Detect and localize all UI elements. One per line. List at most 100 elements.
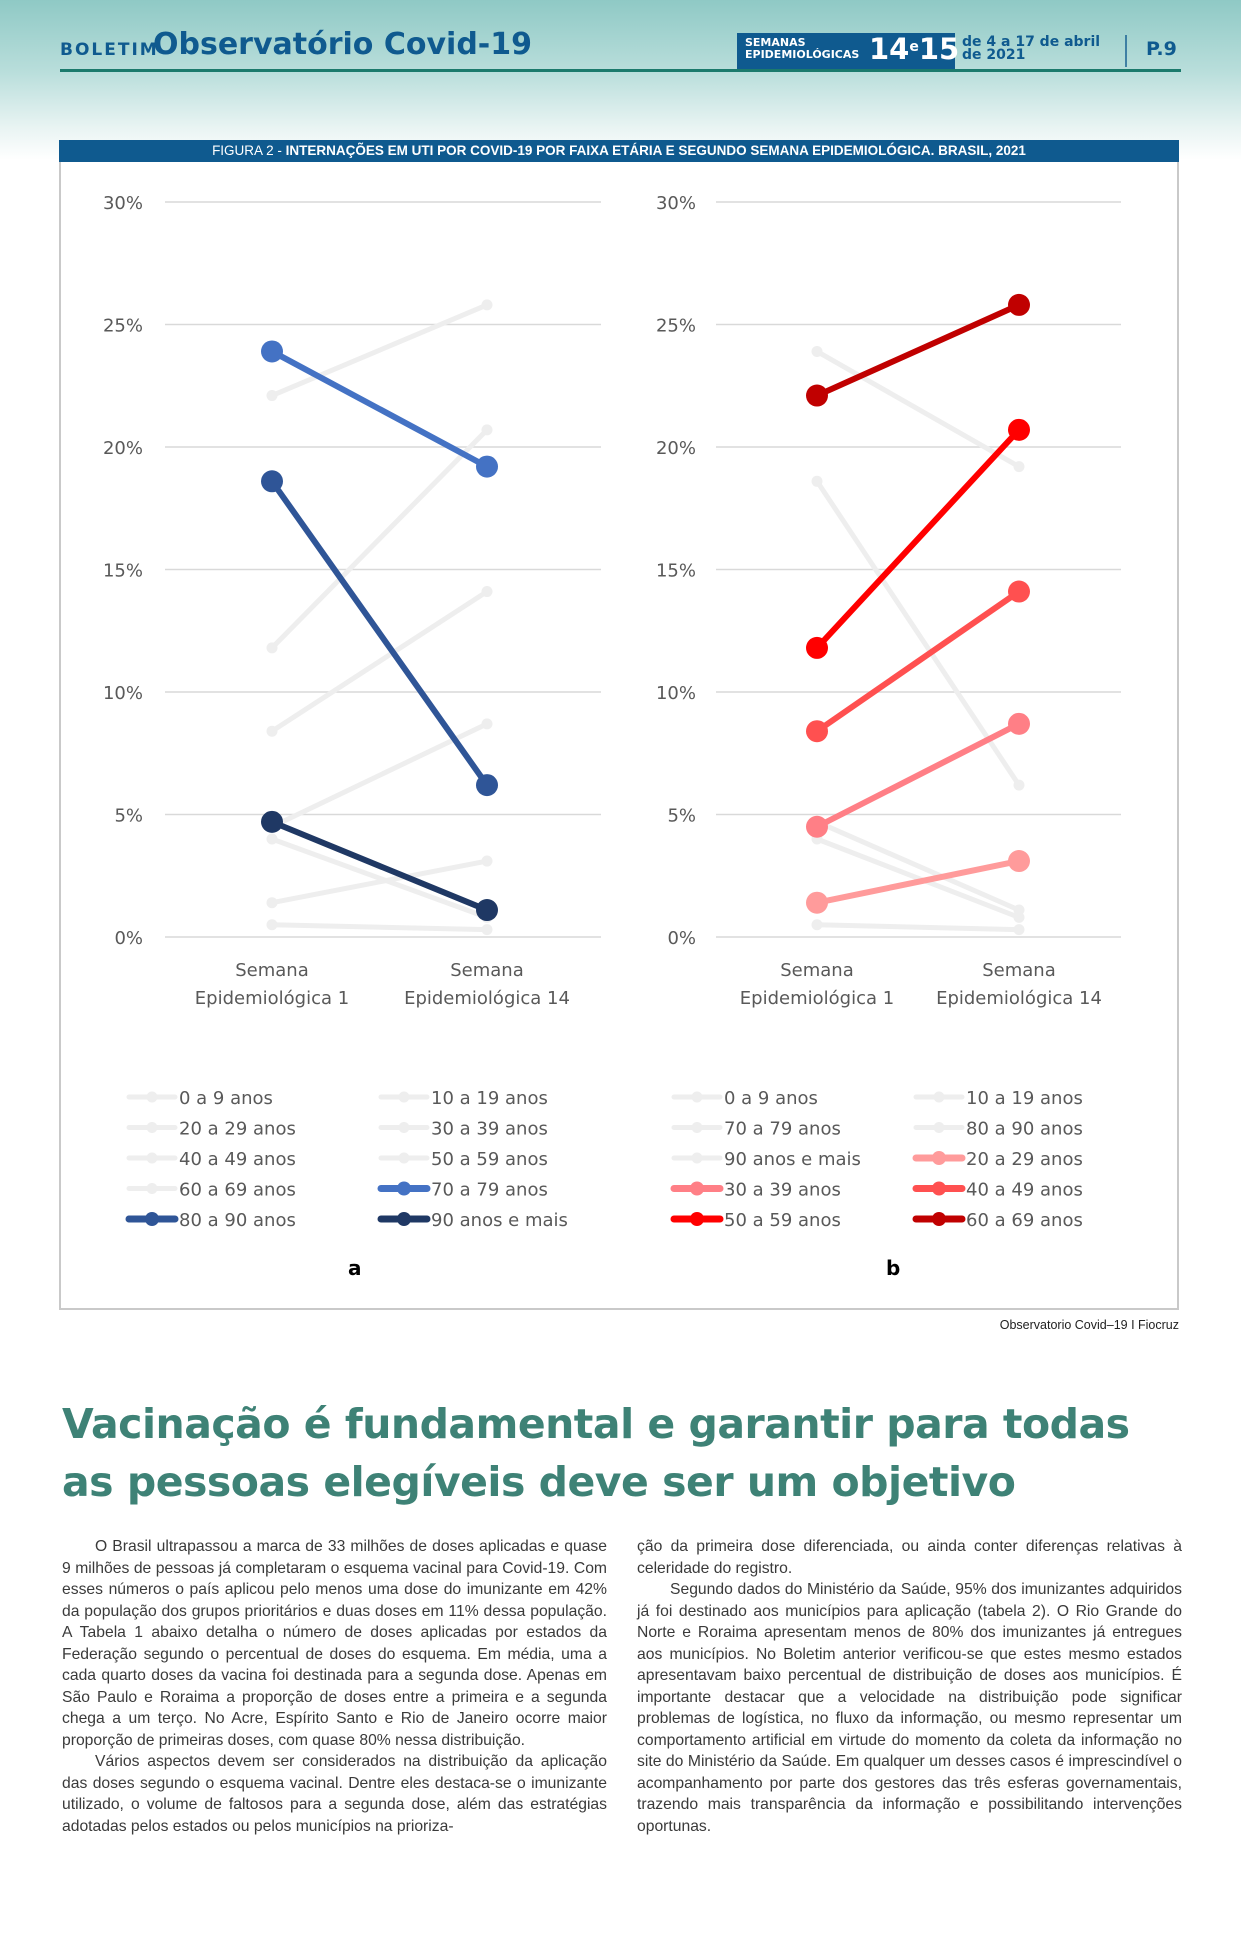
legend-swatch-marker: [933, 1122, 945, 1133]
y-tick-label: 25%: [103, 316, 143, 337]
data-point: [481, 924, 493, 936]
legend-swatch-marker: [691, 1152, 703, 1164]
series-line: [814, 478, 1022, 788]
figure-credit: Observatorio Covid–19 I Fiocruz: [999, 1318, 1179, 1332]
y-tick-label: 0%: [667, 928, 696, 949]
series-line: [269, 922, 490, 933]
legend-label: 40 a 49 anos: [966, 1180, 1083, 1201]
data-point: [476, 774, 498, 797]
legend-label: 30 a 39 anos: [724, 1180, 841, 1201]
legend-swatch-marker: [690, 1212, 704, 1226]
legend-swatch-marker: [146, 1183, 158, 1194]
series-line: [814, 922, 1022, 933]
header-rule: [60, 69, 1181, 72]
data-point: [481, 855, 493, 867]
legend-swatch-marker: [398, 1091, 410, 1103]
legend-label: 50 a 59 anos: [431, 1149, 548, 1170]
weeks-badge: SEMANAS EPIDEMIOLÓGICAS 14e15: [737, 32, 959, 69]
data-point: [481, 718, 493, 730]
legend-label: 30 a 39 anos: [431, 1119, 548, 1140]
y-tick-label: 20%: [103, 438, 143, 459]
weeks-numbers: 14e15: [869, 32, 959, 66]
legend-swatch-marker: [933, 1091, 945, 1103]
data-point: [1008, 293, 1030, 316]
data-point: [1013, 904, 1025, 916]
legend-swatch-marker: [691, 1122, 703, 1133]
legend-label: 80 a 90 anos: [179, 1210, 296, 1231]
legend-label: 90 anos e mais: [724, 1149, 861, 1170]
legend-label: 0 a 9 anos: [179, 1088, 273, 1109]
series-line: [814, 426, 1022, 651]
series-line: [814, 720, 1022, 830]
data-point: [266, 642, 278, 654]
series-line: [814, 819, 1022, 913]
data-point: [1008, 712, 1030, 735]
series-line: [269, 427, 490, 651]
legend-label: 70 a 79 anos: [724, 1119, 841, 1140]
data-point: [1008, 418, 1030, 441]
boletim-label: BOLETIM: [60, 40, 159, 60]
series-line: [269, 478, 490, 789]
data-point: [266, 919, 278, 931]
data-point: [806, 720, 828, 743]
legend-label: 80 a 90 anos: [966, 1119, 1083, 1140]
y-tick-label: 10%: [656, 683, 696, 704]
page-number: P.9: [1146, 38, 1177, 60]
series-line: [269, 589, 490, 734]
data-point: [266, 897, 278, 909]
article-column-1: O Brasil ultrapassou a marca de 33 milhõ…: [62, 1536, 607, 1837]
brand-title: Observatório Covid-19: [153, 27, 532, 62]
data-point: [811, 919, 823, 931]
legend-label: 40 a 49 anos: [179, 1149, 296, 1170]
data-point: [476, 899, 498, 922]
data-point: [261, 340, 283, 363]
figure-prefix: FIGURA 2 -: [212, 143, 286, 158]
data-point: [266, 725, 278, 737]
legend-swatch-marker: [932, 1212, 946, 1226]
legend-swatch-marker: [397, 1212, 411, 1226]
x-tick-label: Semana: [450, 960, 524, 981]
series-line: [269, 348, 490, 470]
x-tick-label: Semana: [235, 960, 309, 981]
data-point: [1008, 850, 1030, 873]
figure-title: FIGURA 2 - INTERNAÇÕES EM UTI POR COVID-…: [59, 140, 1179, 162]
legend-label: 20 a 29 anos: [966, 1149, 1083, 1170]
series-line: [269, 302, 490, 399]
legend-swatch-marker: [146, 1152, 158, 1164]
series-line: [814, 301, 1022, 399]
legend-label: 60 a 69 anos: [966, 1210, 1083, 1231]
x-tick-label: Epidemiológica 14: [404, 988, 570, 1009]
paragraph: Vários aspectos devem ser considerados n…: [62, 1753, 607, 1835]
data-point: [476, 455, 498, 478]
series-line: [269, 836, 490, 920]
weeks-label-line2: EPIDEMIOLÓGICAS: [745, 48, 860, 61]
x-tick-label: Semana: [982, 960, 1056, 981]
panel-label-b: b: [886, 1256, 901, 1280]
header-background: [0, 0, 1241, 160]
week-a: 14: [869, 32, 910, 66]
legend-swatch-marker: [146, 1122, 158, 1133]
data-point: [481, 424, 493, 436]
weeks-conj: e: [909, 39, 919, 55]
legend-swatch-marker: [398, 1122, 410, 1133]
data-point: [811, 475, 823, 487]
legend-swatch-marker: [690, 1181, 704, 1196]
date-range: de 4 a 17 de abril de 2021: [962, 35, 1100, 62]
weeks-label-line1: SEMANAS: [745, 36, 806, 49]
paragraph: Segundo dados do Ministério da Saúde, 95…: [637, 1581, 1182, 1835]
data-point: [481, 299, 493, 311]
y-tick-label: 20%: [656, 438, 696, 459]
article-title-line1: Vacinação é fundamental e garantir para …: [62, 1400, 1130, 1448]
legend-label: 10 a 19 anos: [966, 1088, 1083, 1109]
panel-label-a: a: [348, 1256, 362, 1280]
data-point: [811, 345, 823, 357]
weeks-label: SEMANAS EPIDEMIOLÓGICAS: [745, 37, 859, 61]
legend-swatch-marker: [145, 1212, 159, 1226]
data-point: [266, 833, 278, 845]
header-separator: [1125, 35, 1127, 67]
paragraph: O Brasil ultrapassou a marca de 33 milhõ…: [62, 1538, 607, 1749]
legend-label: 10 a 19 anos: [431, 1088, 548, 1109]
article-title: Vacinação é fundamental e garantir para …: [62, 1395, 1182, 1511]
series-line: [814, 348, 1022, 470]
masthead: BOLETIM Observatório Covid-19: [60, 27, 1180, 70]
